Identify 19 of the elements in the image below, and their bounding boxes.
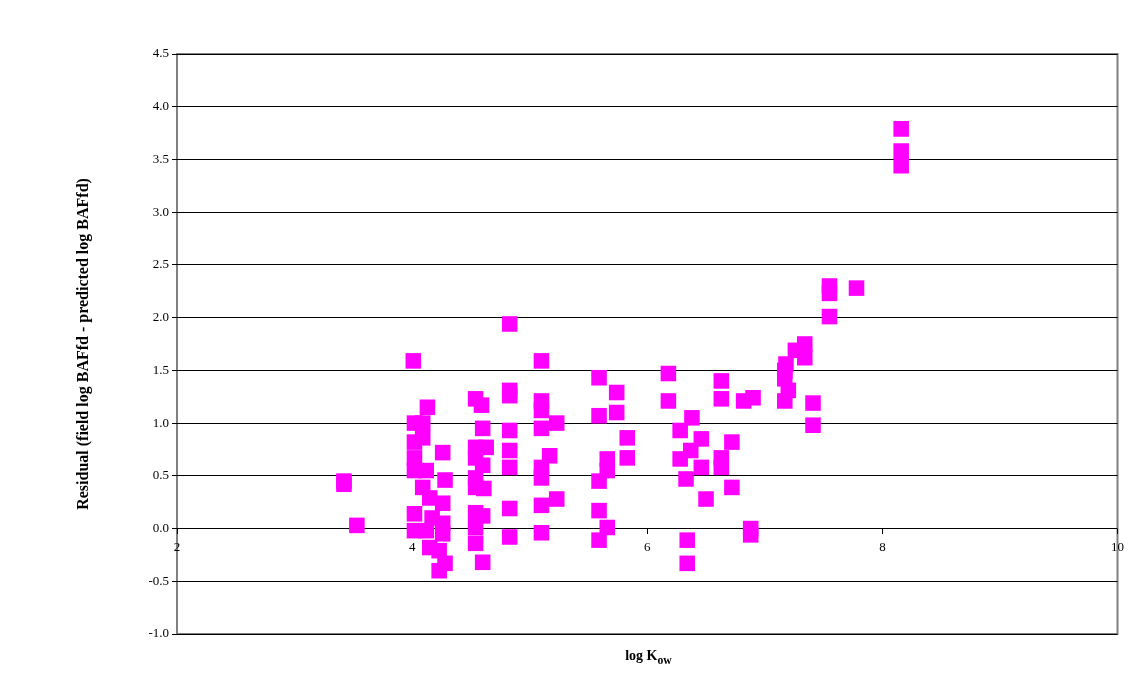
y-tick-label: 3.0 <box>152 203 169 219</box>
y-tick-label: 2.0 <box>152 309 169 325</box>
x-tick-label: 6 <box>644 538 651 554</box>
y-tick-label: 2.5 <box>152 256 169 272</box>
y-tick-label: 1.0 <box>152 414 169 430</box>
y-tick-label: 0.0 <box>152 519 169 535</box>
y-tick-label: 4.5 <box>152 45 169 61</box>
y-tick-label: 1.5 <box>152 361 169 377</box>
x-axis-title: log K$_{ow}$ <box>624 648 673 667</box>
y-tick-label: 4.0 <box>152 98 169 114</box>
y-axis-title: Residual (field log BAFfd - predicted log BAFfd) <box>73 178 92 510</box>
x-tick-label: 2 <box>173 538 181 554</box>
x-tick-label: 10 <box>1111 538 1124 554</box>
x-tick-label: 8 <box>879 538 886 554</box>
x-tick-label: 4 <box>408 538 416 554</box>
y-tick-label: -0.5 <box>148 572 169 588</box>
y-tick-label: 3.5 <box>152 150 169 166</box>
y-tick-label: -1.0 <box>148 625 169 641</box>
y-tick-label: 0.5 <box>152 467 169 483</box>
